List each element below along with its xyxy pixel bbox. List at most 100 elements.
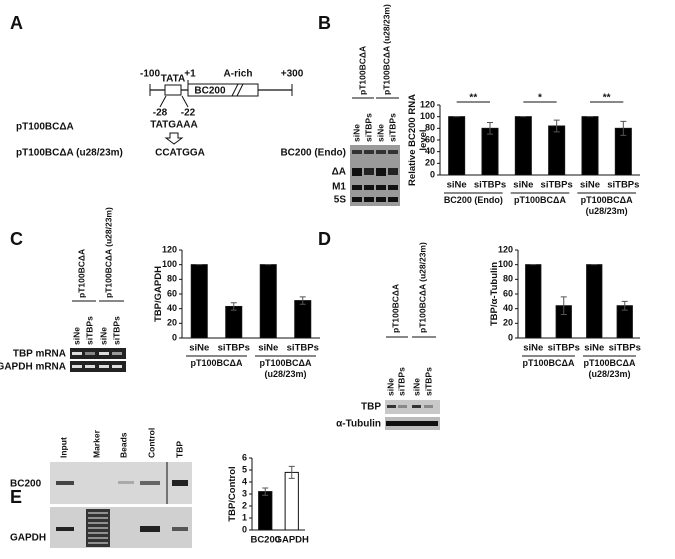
row-label: BC200 (Endo) xyxy=(280,148,346,159)
row-label: BC200 xyxy=(10,479,42,490)
lane-label: siNe xyxy=(375,124,385,142)
group-label-box: pT100BCΔA xyxy=(513,195,566,205)
y-tick-label: 120 xyxy=(162,244,177,254)
bar xyxy=(514,116,532,176)
x-tick-label: siNe xyxy=(523,343,543,354)
x-tick-label: siNe xyxy=(258,343,278,354)
lane-label: siNe xyxy=(98,327,108,345)
row-label: α-Tubulin xyxy=(336,419,381,430)
y-tick-label: 100 xyxy=(162,259,177,269)
bar xyxy=(448,116,466,176)
x-tick-label: siTBPs xyxy=(287,343,319,354)
bar xyxy=(525,264,542,339)
lane-label: siTBPs xyxy=(111,316,121,345)
construct-header: pT100BCΔA (u28/23m) xyxy=(103,207,113,298)
y-tick-label: 6 xyxy=(242,452,247,462)
lane-label: siNe xyxy=(351,124,361,142)
y-tick-label: 80 xyxy=(503,274,513,284)
group-label-box: pT100BCΔA (u28/23m) xyxy=(581,195,633,216)
sequence: CCATGGA xyxy=(155,148,205,159)
y-tick-label: 100 xyxy=(420,111,435,121)
group-label: pT100BCΔA xyxy=(190,358,243,368)
row-label: 5S xyxy=(334,195,347,206)
construct-header: pT100BCΔA xyxy=(76,249,86,298)
y-tick-label: 120 xyxy=(420,99,435,109)
group-label: pT100BCΔA xyxy=(513,195,566,205)
y-tick-label: 80 xyxy=(167,274,177,284)
error-bar xyxy=(230,302,237,311)
y-tick-label: 20 xyxy=(503,318,513,328)
construct-header: pT100BCΔA (u28/23m) xyxy=(417,242,427,333)
bar xyxy=(581,116,599,176)
sequence: TATGAAA xyxy=(150,120,197,131)
lane-label: siTBPs xyxy=(423,367,433,396)
y-axis-label: TBP/α-Tubulin xyxy=(488,261,500,327)
y-tick-label: 0 xyxy=(172,332,177,342)
error-bar xyxy=(262,487,269,496)
lane-label: Beads xyxy=(118,432,128,458)
x-tick-label: siTBPs xyxy=(474,180,506,191)
y-tick-label: 60 xyxy=(503,288,513,298)
group-label-box: pT100BCΔA (u28/23m) xyxy=(583,358,636,379)
bands xyxy=(56,480,188,547)
y-tick-label: 60 xyxy=(425,134,435,144)
group-label-box: pT100BCΔA (u28/23m) xyxy=(259,358,312,379)
arrow xyxy=(164,132,184,145)
lane-label: siNe xyxy=(385,378,395,396)
significance: ** xyxy=(469,93,477,104)
y-tick-label: 1 xyxy=(242,512,247,522)
panel-label: E xyxy=(10,487,22,507)
construct-label: pT100BCΔA xyxy=(16,122,74,133)
x-tick-label: siNe xyxy=(189,343,209,354)
construct-header: pT100BCΔA (u28/23m) xyxy=(381,4,391,95)
bar xyxy=(548,125,566,176)
bands xyxy=(352,150,398,202)
ladder xyxy=(88,512,108,544)
y-tick-label: 0 xyxy=(430,169,435,179)
lane-label: siNe xyxy=(411,378,421,396)
x-tick-label: siNe xyxy=(447,180,467,191)
error-bar xyxy=(620,120,627,136)
x-tick-label: GAPDH xyxy=(275,535,309,546)
group-label: pT100BCΔA (u28/23m) xyxy=(259,358,312,379)
x-tick-label: siTBPs xyxy=(607,180,639,191)
bar xyxy=(586,264,603,339)
error-bar xyxy=(299,296,306,305)
bands xyxy=(386,405,438,426)
y-tick-label: 40 xyxy=(503,303,513,313)
lane-label: siTBPs xyxy=(84,316,94,345)
construct-header: pT100BCΔA xyxy=(390,284,400,333)
group-label-box: pT100BCΔA xyxy=(190,358,243,368)
position-label: -22 xyxy=(181,108,196,119)
lane-label: Marker xyxy=(91,429,101,458)
lane-label: Input xyxy=(58,437,68,458)
bar xyxy=(225,305,243,339)
gel xyxy=(70,361,126,372)
error-bar xyxy=(553,119,560,133)
x-tick-label: siNe xyxy=(584,343,604,354)
y-tick-label: 120 xyxy=(498,244,513,254)
x-tick-label: siTBPs xyxy=(609,343,641,354)
bar xyxy=(190,264,208,339)
x-tick-label: siNe xyxy=(513,180,533,191)
construct-header: pT100BCΔA xyxy=(357,46,367,95)
break-marks xyxy=(231,83,244,97)
panel-label: D xyxy=(318,229,331,249)
tata-box xyxy=(164,84,182,96)
x-tick-label: siTBPs xyxy=(218,343,250,354)
y-tick-label: 100 xyxy=(498,259,513,269)
panel-label: A xyxy=(10,13,23,33)
a-rich-label: A-rich xyxy=(224,69,253,80)
y-axis-label: TBP/GAPDH xyxy=(152,266,164,322)
group-label: pT100BCΔA (u28/23m) xyxy=(583,358,636,379)
row-label: M1 xyxy=(332,182,346,193)
group-label: pT100BCΔA xyxy=(522,358,575,368)
bar xyxy=(481,127,499,176)
lane-label: siTBPs xyxy=(363,113,373,142)
y-tick-label: 0 xyxy=(508,332,513,342)
y-axis-label: Relative BC200 RNA level xyxy=(407,94,429,186)
gene-label: BC200 xyxy=(194,86,226,97)
error-bar xyxy=(487,122,493,135)
tata-label: TATA xyxy=(161,74,185,85)
